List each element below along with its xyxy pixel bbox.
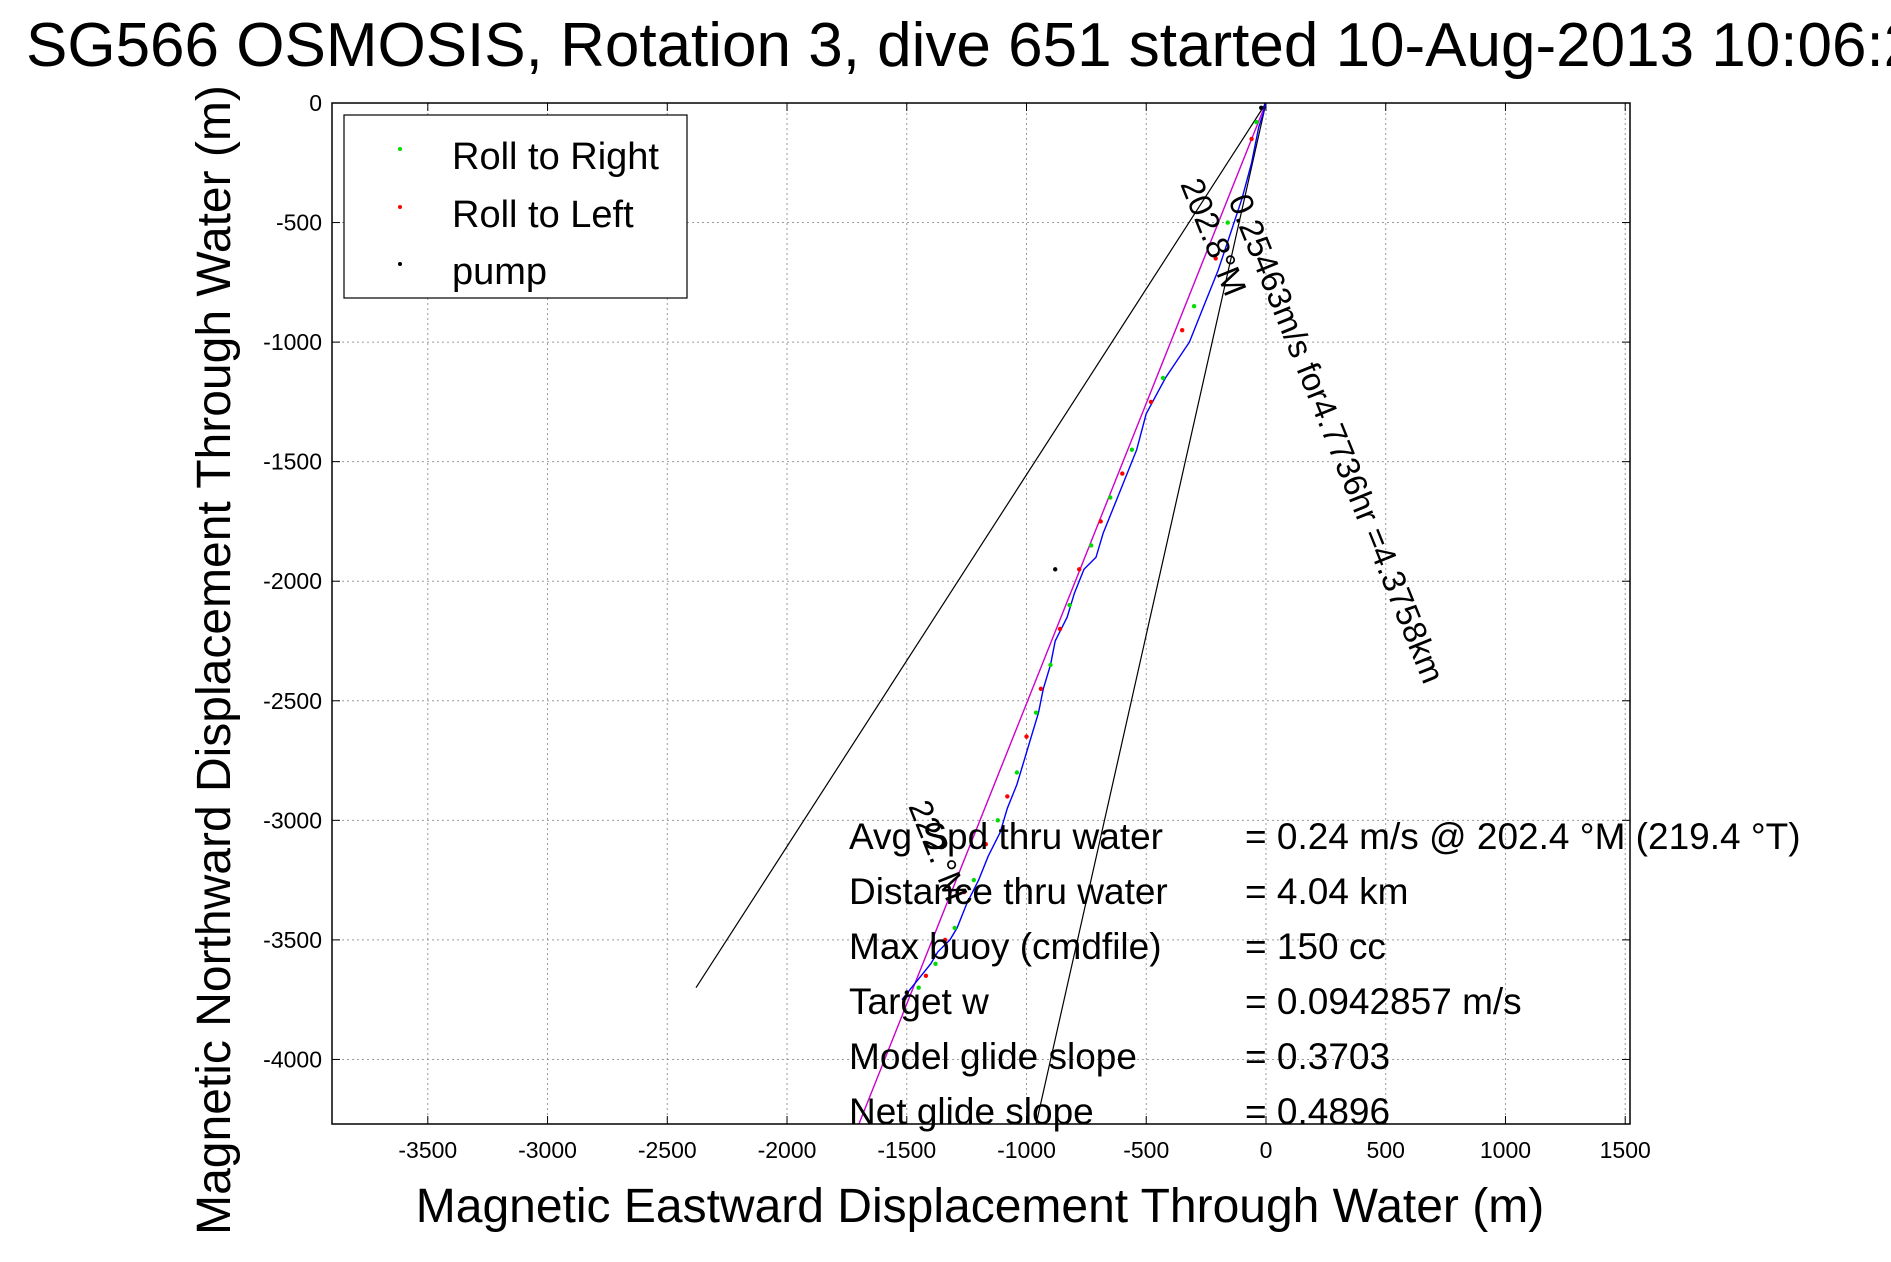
pump-point xyxy=(1259,105,1264,111)
y-tick-label: -1000 xyxy=(263,329,322,355)
roll-right-point xyxy=(1108,495,1113,500)
legend-marker-roll-left xyxy=(398,205,402,209)
roll-right-point xyxy=(1160,375,1166,381)
x-tick-label: -2500 xyxy=(638,1137,697,1163)
data-points xyxy=(904,105,1264,995)
roll-right-point xyxy=(1254,119,1259,125)
roll-right-point xyxy=(1089,543,1094,548)
roll-left-point xyxy=(1148,399,1154,405)
y-axis-label: Magnetic Northward Displacement Through … xyxy=(188,85,241,1235)
roll-left-point xyxy=(1057,626,1063,632)
roll-left-point xyxy=(1249,136,1254,142)
legend: Roll to Right Roll to Left pump xyxy=(343,114,688,299)
roll-left-point xyxy=(983,842,988,847)
roll-right-point xyxy=(971,877,976,883)
x-tick-label: 1500 xyxy=(1600,1137,1651,1163)
legend-label-roll-right: Roll to Right xyxy=(452,136,659,178)
stat-label-model-glide: Model glide slope xyxy=(849,1036,1137,1077)
cone-line xyxy=(695,102,1267,989)
stat-value-net-glide: = 0.4896 xyxy=(1245,1091,1390,1132)
x-tick-label: -2000 xyxy=(758,1137,817,1163)
roll-right-point xyxy=(933,961,938,966)
roll-left-point xyxy=(1038,686,1044,691)
stat-label-max-buoy: Max buoy (cmdfile) xyxy=(849,926,1162,967)
roll-right-point xyxy=(916,985,921,990)
roll-right-point xyxy=(1033,710,1039,715)
chart-title: SG566 OSMOSIS, Rotation 3, dive 651 star… xyxy=(26,11,1891,80)
x-tick-label: 0 xyxy=(1260,1137,1273,1163)
stat-label-distance: Distance thru water xyxy=(849,871,1168,912)
stat-value-model-glide: = 0.3703 xyxy=(1245,1036,1390,1077)
roll-left-point xyxy=(923,973,929,978)
heading-line xyxy=(858,102,1267,1125)
stat-label-net-glide: Net glide slope xyxy=(849,1091,1094,1132)
x-tick-label: -3000 xyxy=(518,1137,577,1163)
y-tick-label: -1500 xyxy=(263,449,322,475)
roll-left-point xyxy=(1005,794,1010,799)
roll-left-point xyxy=(942,937,948,943)
stat-label-avg-speed: Avg Spd thru water xyxy=(849,816,1163,857)
roll-right-point xyxy=(1191,304,1197,309)
roll-left-point xyxy=(1180,328,1185,333)
heading-line xyxy=(858,102,1267,1125)
legend-marker-roll-right xyxy=(398,147,402,151)
cone-lines xyxy=(695,102,1267,1125)
y-tick-label: -3000 xyxy=(263,807,322,833)
axis-ticks: -3500 -3000 -2500 -2000 -1500 -1000 -500 0 500 10… xyxy=(263,90,1651,1163)
x-tick-label: 500 xyxy=(1367,1137,1405,1163)
stat-value-avg-speed: = 0.24 m/s @ 202.4 °M (219.4 °T) xyxy=(1245,816,1801,857)
stat-label-target-w: Target w xyxy=(849,981,989,1022)
y-tick-label: 0 xyxy=(309,90,322,116)
y-tick-label: -3500 xyxy=(263,927,322,953)
roll-right-point xyxy=(952,925,957,931)
y-tick-label: -2000 xyxy=(263,568,322,594)
x-tick-label: -1000 xyxy=(997,1137,1056,1163)
roll-right-point xyxy=(1129,447,1135,452)
y-tick-label: -2500 xyxy=(263,688,322,714)
stat-value-target-w: = 0.0942857 m/s xyxy=(1245,981,1522,1022)
pump-point xyxy=(1053,567,1058,572)
roll-left-point xyxy=(1213,256,1218,261)
roll-right-point xyxy=(1225,220,1230,225)
y-tick-label: -500 xyxy=(276,210,322,236)
roll-left-point xyxy=(1120,471,1125,476)
roll-right-point xyxy=(995,818,1000,823)
pump-point xyxy=(904,990,909,995)
plot-frame xyxy=(331,102,1631,1125)
roll-left-point xyxy=(1077,567,1082,572)
cone-line xyxy=(1035,102,1267,1125)
legend-label-roll-left: Roll to Left xyxy=(452,194,634,236)
roll-left-point xyxy=(1098,519,1103,524)
roll-left-point xyxy=(962,889,967,895)
legend-marker-pump xyxy=(398,262,402,266)
roll-right-point xyxy=(1014,770,1020,775)
stat-value-distance: = 4.04 km xyxy=(1245,871,1409,912)
legend-label-pump: pump xyxy=(452,251,547,293)
x-tick-label: 1000 xyxy=(1480,1137,1531,1163)
dive-stats: Avg Spd thru water = 0.24 m/s @ 202.4 °M… xyxy=(849,816,1801,1132)
stat-value-max-buoy: = 150 cc xyxy=(1245,926,1386,967)
x-tick-label: -500 xyxy=(1123,1137,1169,1163)
y-tick-label: -4000 xyxy=(263,1046,322,1072)
roll-left-point xyxy=(1024,734,1029,739)
roll-right-point xyxy=(1067,602,1072,608)
x-tick-label: -1500 xyxy=(877,1137,936,1163)
x-axis-label: Magnetic Eastward Displacement Through W… xyxy=(416,1180,1544,1233)
x-tick-label: -3500 xyxy=(398,1137,457,1163)
roll-right-point xyxy=(1048,662,1053,668)
